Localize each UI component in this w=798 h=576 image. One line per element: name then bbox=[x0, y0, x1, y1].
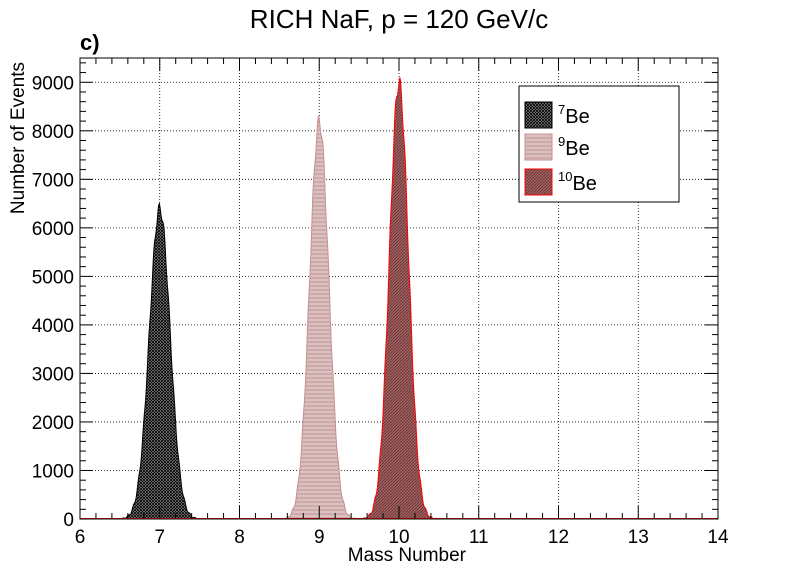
legend-label: 10Be bbox=[558, 169, 597, 195]
legend-series-name: Be bbox=[565, 106, 589, 128]
x-tick-label: 9 bbox=[314, 527, 325, 548]
series-area bbox=[113, 203, 207, 519]
x-tick-label: 7 bbox=[154, 527, 165, 548]
x-tick-label: 12 bbox=[548, 527, 569, 548]
panel-label: c) bbox=[80, 30, 100, 55]
y-tick-label: 1000 bbox=[32, 461, 74, 482]
y-tick-label: 2000 bbox=[32, 413, 74, 434]
series-line bbox=[113, 201, 207, 520]
y-tick-label: 9000 bbox=[32, 73, 74, 94]
series-line bbox=[355, 77, 443, 520]
y-tick-label: 5000 bbox=[32, 267, 74, 288]
x-tick-label: 10 bbox=[388, 527, 409, 548]
legend-label: 9Be bbox=[558, 134, 590, 160]
y-tick-labels: 0 1000 2000 3000 4000 5000 6000 7000 8000 9000 bbox=[32, 73, 74, 531]
x-tick-label: 11 bbox=[469, 527, 489, 548]
y-tick-label: 4000 bbox=[32, 316, 74, 337]
x-tick-label: 14 bbox=[707, 527, 729, 548]
y-tick-label: 7000 bbox=[32, 170, 74, 191]
chart-title: RICH NaF, p = 120 GeV/c bbox=[250, 4, 548, 34]
legend-swatch bbox=[524, 168, 553, 196]
legend-superscript: 7 bbox=[558, 102, 565, 117]
legend-swatch bbox=[524, 101, 553, 129]
y-axis-label: Number of Events bbox=[8, 62, 29, 214]
x-tick-label: 13 bbox=[628, 527, 649, 548]
legend-label: 7Be bbox=[558, 102, 590, 128]
legend-series-name: Be bbox=[572, 173, 596, 195]
y-tick-label: 6000 bbox=[32, 219, 74, 240]
x-tick-label: 6 bbox=[75, 527, 86, 548]
series-area bbox=[276, 115, 363, 520]
x-tick-label: 8 bbox=[234, 527, 245, 548]
y-tick-label: 0 bbox=[63, 510, 74, 531]
series-area bbox=[355, 77, 443, 519]
legend-superscript: 10 bbox=[558, 169, 572, 184]
y-tick-label: 3000 bbox=[32, 364, 74, 385]
axis-ticks bbox=[79, 58, 719, 520]
series-line bbox=[276, 115, 363, 520]
legend-superscript: 9 bbox=[558, 134, 565, 149]
legend-swatch bbox=[524, 133, 553, 161]
x-axis-label: Mass Number bbox=[348, 545, 467, 566]
legend-series-name: Be bbox=[565, 138, 589, 160]
y-tick-label: 8000 bbox=[32, 122, 74, 143]
x-tick-labels: 6 7 8 9 10 11 12 13 14 bbox=[75, 527, 729, 548]
